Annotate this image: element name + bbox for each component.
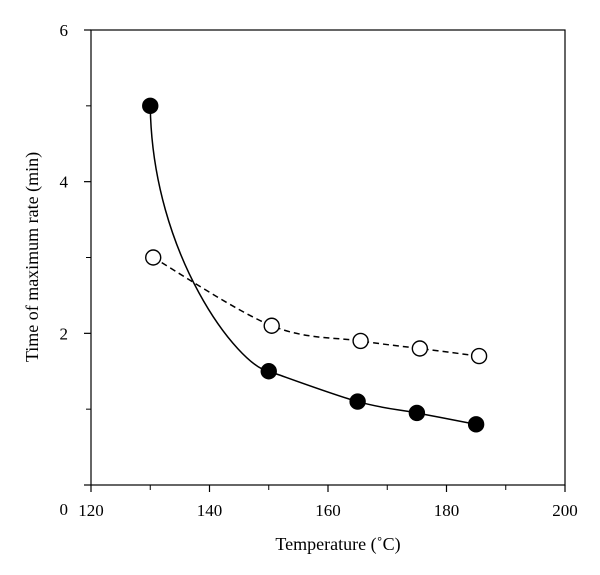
x-tick-label: 120	[78, 501, 104, 520]
filled-data-point	[349, 393, 366, 410]
open-data-point	[470, 347, 488, 365]
x-axis-title: Temperature (˚C)	[275, 534, 400, 555]
series-lines	[149, 105, 480, 426]
series-points	[142, 97, 488, 433]
plot-frame	[90, 29, 566, 486]
open-data-point	[411, 340, 429, 357]
axis-ticks	[84, 29, 566, 492]
open-data-point	[263, 317, 280, 334]
y-tick-label: 0	[60, 500, 69, 519]
series-line	[152, 256, 480, 357]
y-tick-label: 6	[60, 21, 69, 40]
filled-data-point	[467, 416, 485, 433]
filled-data-point	[260, 363, 277, 380]
x-tick-label: 160	[315, 501, 341, 520]
filled-data-point	[142, 97, 159, 115]
filled-data-point	[408, 404, 426, 422]
series-line	[149, 105, 477, 426]
x-tick-label: 200	[552, 501, 578, 520]
open-data-point	[352, 332, 369, 350]
x-tick-label: 140	[197, 501, 223, 520]
y-tick-label: 2	[60, 324, 69, 343]
x-tick-label: 180	[434, 501, 460, 520]
axis-tick-labels: 120 140 160 180 200 0 2 4 6	[60, 21, 578, 520]
open-data-point	[145, 249, 162, 266]
y-axis-title: Time of maximum rate (min)	[22, 152, 43, 362]
y-tick-label: 4	[60, 173, 69, 192]
